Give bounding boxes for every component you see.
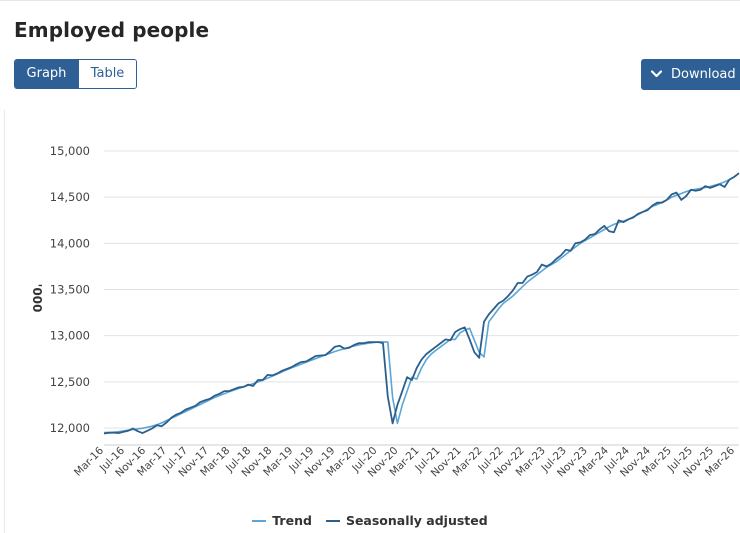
legend-item-seasonal[interactable]: Seasonally adjusted — [325, 513, 488, 528]
panel-left-border — [4, 110, 5, 533]
download-label: Download — [671, 67, 736, 82]
legend-swatch-trend — [252, 519, 267, 522]
legend-item-trend[interactable]: Trend — [252, 513, 312, 528]
y-tick-label: 14,500 — [50, 190, 90, 204]
y-tick-label: 13,000 — [50, 329, 90, 343]
download-button[interactable]: Download — [641, 59, 740, 90]
chart-title: Employed people — [14, 18, 210, 42]
y-tick-label: 13,500 — [50, 283, 90, 297]
y-tick-label: 12,000 — [50, 421, 90, 435]
graph-tab[interactable]: Graph — [15, 60, 78, 88]
chevron-down-icon — [650, 68, 663, 81]
view-toggle: Graph Table — [14, 59, 137, 89]
legend-swatch-seasonal — [325, 519, 340, 522]
y-tick-label: 14,000 — [50, 236, 90, 250]
y-axis-label: '000 — [30, 284, 44, 313]
legend: Trend Seasonally adjusted — [0, 513, 740, 528]
y-tick-label: 15,000 — [50, 144, 90, 158]
grid — [104, 150, 739, 446]
series — [103, 172, 740, 435]
x-axis-ticks: Mar-16Jul-16Nov-16Mar-17Jul-17Nov-17Mar-… — [72, 444, 737, 479]
legend-label-trend: Trend — [272, 513, 312, 528]
y-axis-ticks: 12,000 12,500 13,000 13,500 14,000 14,500 15,0… — [50, 144, 90, 435]
series-line-seasonal — [103, 172, 740, 435]
y-tick-label: 12,500 — [50, 375, 90, 389]
top-rule — [0, 0, 740, 1]
table-tab[interactable]: Table — [78, 60, 136, 88]
legend-label-seasonal: Seasonally adjusted — [345, 513, 488, 528]
